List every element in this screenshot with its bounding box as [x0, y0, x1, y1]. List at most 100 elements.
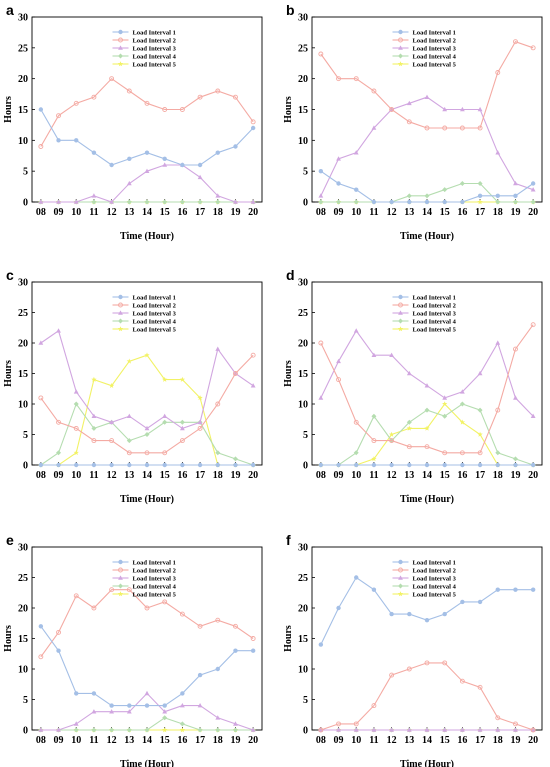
data-point: [144, 432, 150, 437]
data-point: [126, 413, 132, 418]
y-tick-label: 20: [18, 604, 28, 615]
series-1: [318, 575, 536, 647]
data-point: [91, 709, 97, 714]
data-point: [162, 107, 168, 112]
series-1: [38, 624, 256, 708]
data-point: [179, 425, 185, 431]
data-point: [336, 181, 341, 186]
data-point: [215, 88, 221, 94]
data-point: [56, 727, 61, 732]
series-1: [318, 462, 536, 468]
data-point: [513, 39, 518, 45]
y-axis-title: Hours: [283, 625, 294, 652]
data-point: [73, 100, 79, 106]
data-point: [495, 462, 500, 468]
data-point: [197, 94, 203, 100]
x-tick-label: 13: [124, 207, 134, 218]
data-point: [144, 100, 150, 106]
y-tick-label: 5: [23, 430, 28, 441]
series-3: [38, 690, 256, 732]
x-tick-label: 10: [351, 735, 361, 746]
legend-marker: [398, 567, 403, 573]
legend-marker: [398, 302, 403, 308]
data-point: [162, 199, 168, 205]
legend-marker: [118, 37, 123, 43]
data-point: [109, 709, 115, 714]
data-point: [530, 199, 536, 205]
data-point: [127, 703, 132, 708]
series-line: [320, 324, 534, 454]
data-point: [144, 727, 150, 733]
data-point: [233, 648, 238, 653]
data-point: [91, 691, 97, 696]
legend-marker: [397, 591, 404, 597]
data-point: [442, 727, 448, 732]
data-point: [56, 138, 61, 143]
data-point: [513, 395, 518, 400]
x-tick-label: 18: [213, 207, 223, 218]
y-tick-label: 25: [18, 308, 28, 319]
legend-label: Load Interval 2: [413, 302, 456, 309]
data-point: [530, 187, 536, 192]
y-axis-title: Hours: [3, 360, 14, 387]
data-point: [162, 376, 168, 382]
x-tick-label: 13: [124, 735, 134, 746]
data-point: [162, 599, 168, 605]
y-tick-label: 5: [303, 695, 308, 706]
x-tick-label: 08: [316, 207, 326, 218]
data-point: [144, 168, 150, 173]
legend-label: Load Interval 5: [133, 591, 177, 598]
y-tick-label: 0: [23, 198, 28, 209]
data-point: [389, 727, 395, 732]
data-point: [126, 199, 132, 205]
data-point: [38, 340, 44, 345]
x-tick-label: 15: [440, 470, 450, 481]
data-point: [144, 425, 150, 431]
data-point: [233, 462, 238, 468]
data-point: [389, 352, 395, 357]
data-point: [91, 376, 97, 382]
data-point: [74, 691, 79, 696]
legend-label: Load Interval 5: [413, 61, 457, 68]
legend-marker: [398, 37, 403, 43]
data-point: [477, 407, 483, 413]
data-point: [530, 45, 536, 51]
data-point: [56, 113, 61, 119]
data-point: [459, 678, 465, 684]
x-tick-label: 18: [213, 470, 223, 481]
x-axis-title: Time (Hour): [120, 759, 174, 767]
legend-marker: [398, 575, 403, 580]
panel-label: e: [6, 532, 14, 548]
y-tick-label: 0: [303, 726, 308, 737]
x-tick-label: 20: [248, 735, 258, 746]
x-axis-title: Time (Hour): [120, 231, 174, 242]
y-tick-label: 20: [18, 74, 28, 85]
data-point: [56, 450, 62, 456]
data-point: [407, 462, 412, 468]
legend-label: Load Interval 4: [413, 583, 457, 590]
legend-label: Load Interval 3: [133, 575, 177, 582]
x-tick-label: 08: [316, 735, 326, 746]
data-point: [126, 180, 132, 186]
data-point: [250, 125, 256, 131]
data-point: [512, 199, 518, 205]
data-point: [389, 611, 394, 617]
x-tick-label: 15: [160, 735, 170, 746]
data-point: [442, 125, 448, 131]
data-point: [180, 162, 185, 168]
data-point: [74, 462, 79, 468]
data-point: [459, 727, 465, 732]
series-4: [318, 181, 536, 205]
data-point: [495, 450, 501, 456]
data-point: [389, 672, 395, 678]
data-point: [424, 660, 430, 666]
x-tick-label: 16: [177, 470, 187, 481]
data-point: [460, 599, 465, 605]
data-point: [250, 383, 256, 388]
data-point: [126, 727, 132, 733]
data-point: [406, 100, 412, 106]
y-tick-label: 10: [18, 136, 28, 147]
legend-marker: [397, 326, 404, 332]
